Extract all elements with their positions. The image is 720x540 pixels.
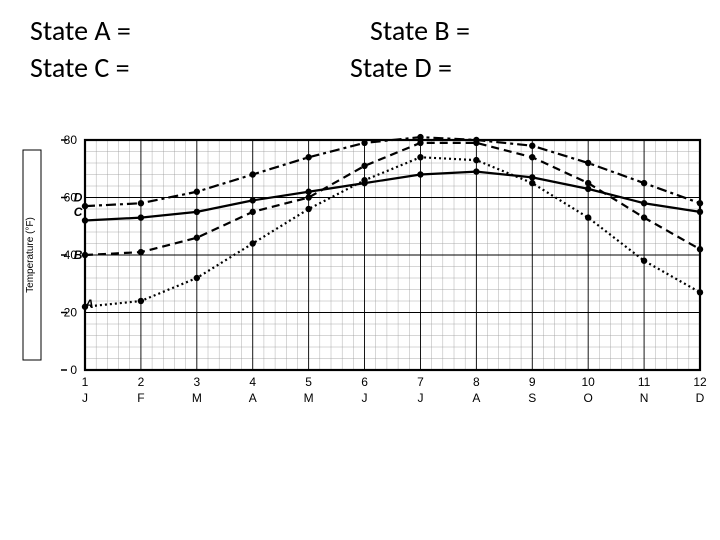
- svg-text:6: 6: [361, 375, 368, 389]
- svg-text:7: 7: [417, 375, 424, 389]
- page-root: State A = State B = State C = State D = …: [0, 0, 720, 540]
- svg-text:A: A: [84, 297, 94, 311]
- svg-text:O: O: [584, 391, 593, 405]
- label-state-b: State B =: [370, 13, 470, 48]
- svg-text:B: B: [74, 248, 83, 262]
- svg-text:Temperature (°F): Temperature (°F): [25, 217, 36, 293]
- svg-text:M: M: [192, 391, 202, 405]
- svg-text:N: N: [640, 391, 649, 405]
- svg-text:J: J: [417, 391, 423, 405]
- svg-text:F: F: [137, 391, 144, 405]
- svg-text:J: J: [82, 391, 88, 405]
- svg-text:1: 1: [82, 375, 89, 389]
- label-state-d: State D =: [350, 50, 452, 85]
- label-state-a: State A =: [30, 13, 131, 48]
- header-labels: State A = State B = State C = State D =: [0, 8, 720, 98]
- label-state-c: State C =: [30, 50, 130, 85]
- svg-text:A: A: [249, 391, 257, 405]
- svg-text:S: S: [528, 391, 536, 405]
- svg-text:A: A: [472, 391, 480, 405]
- svg-text:12: 12: [693, 375, 707, 389]
- svg-text:C: C: [74, 205, 83, 219]
- svg-text:8: 8: [473, 375, 480, 389]
- svg-text:5: 5: [305, 375, 312, 389]
- svg-text:4: 4: [249, 375, 256, 389]
- svg-text:10: 10: [582, 375, 596, 389]
- svg-text:2: 2: [138, 375, 145, 389]
- svg-text:D: D: [696, 391, 705, 405]
- temperature-chart: 0204060801J2F3M4A5M6J7J8A9S10O11N12DTemp…: [10, 130, 710, 420]
- svg-text:J: J: [362, 391, 368, 405]
- svg-text:M: M: [304, 391, 314, 405]
- svg-text:0: 0: [70, 363, 77, 377]
- chart-svg: 0204060801J2F3M4A5M6J7J8A9S10O11N12DTemp…: [10, 130, 710, 420]
- svg-text:D: D: [74, 191, 83, 205]
- svg-text:9: 9: [529, 375, 536, 389]
- svg-text:3: 3: [193, 375, 200, 389]
- svg-text:11: 11: [638, 375, 651, 389]
